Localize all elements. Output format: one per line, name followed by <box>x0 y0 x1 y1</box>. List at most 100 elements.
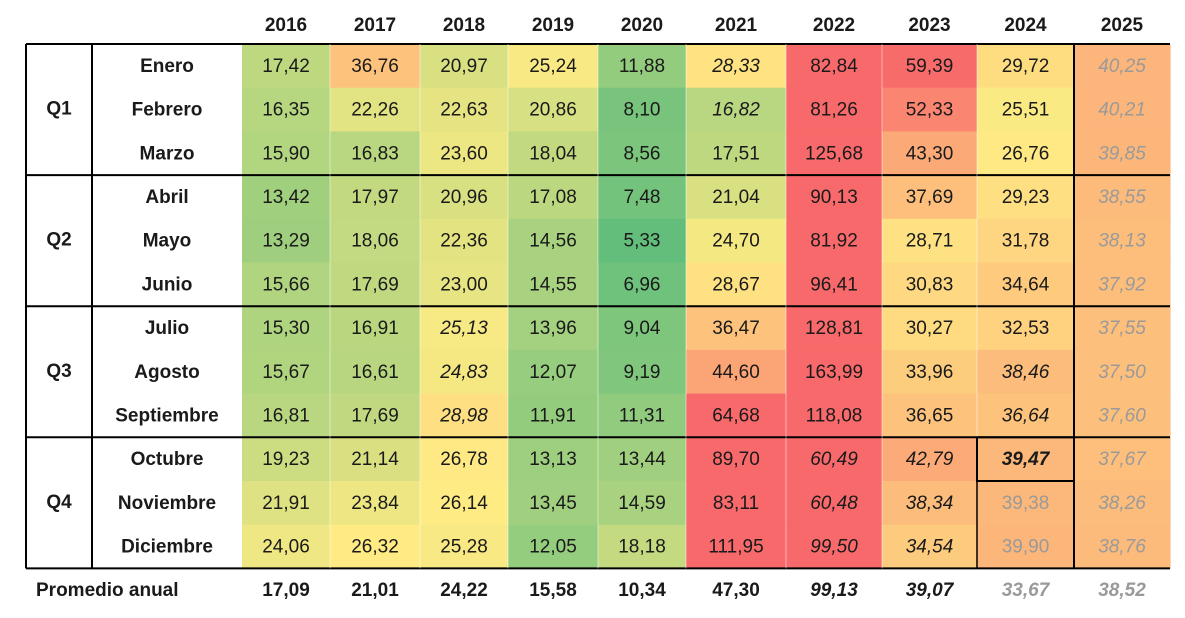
footer-label: Promedio anual <box>36 580 179 601</box>
heatmap-cell <box>1074 393 1171 438</box>
cell-value: 34,54 <box>906 537 954 558</box>
heatmap-cell <box>242 44 331 89</box>
heatmap-cell <box>598 131 687 176</box>
heatmap-cell <box>598 175 687 220</box>
cell-value: 38,13 <box>1098 231 1146 252</box>
cell-value: 37,50 <box>1098 362 1146 383</box>
heatmap-cell <box>242 349 331 395</box>
cell-value: 23,84 <box>351 493 399 514</box>
cell-value: 17,42 <box>262 56 310 77</box>
footer-value: 33,67 <box>1002 580 1051 601</box>
heatmap-cell <box>508 393 599 438</box>
month-label: Febrero <box>132 100 203 121</box>
cell-value: 89,70 <box>712 449 760 470</box>
cell-value: 11,88 <box>619 56 665 77</box>
cell-value: 13,45 <box>529 493 577 514</box>
cell-value: 25,51 <box>1002 100 1050 121</box>
cell-value: 83,11 <box>713 493 759 514</box>
cell-value: 20,97 <box>440 56 488 77</box>
cell-value: 24,06 <box>262 537 310 558</box>
heatmap-cell <box>330 44 421 89</box>
cell-value: 118,08 <box>806 405 863 426</box>
heatmap-cell <box>882 306 978 351</box>
cell-value: 90,13 <box>810 187 858 208</box>
quarter-label-Q2: Q2 <box>46 230 71 251</box>
cell-value: 29,72 <box>1002 56 1050 77</box>
cell-value: 13,44 <box>618 449 666 470</box>
heatmap-cell <box>598 262 687 307</box>
heatmap-cell <box>330 218 421 264</box>
heatmap-cell <box>882 131 978 176</box>
cell-value: 43,30 <box>906 143 954 164</box>
heatmap-cell <box>242 393 331 438</box>
cell-value: 18,06 <box>351 231 399 252</box>
heatmap-cell <box>420 524 509 569</box>
cell-value: 13,42 <box>262 187 310 208</box>
cell-value: 39,85 <box>1098 143 1146 164</box>
cell-value: 24,83 <box>439 362 488 383</box>
cell-value: 17,69 <box>351 274 399 295</box>
cell-value: 59,39 <box>906 56 954 77</box>
cell-value: 81,26 <box>810 100 858 121</box>
footer-value: 10,34 <box>618 580 666 601</box>
cell-value: 37,55 <box>1098 318 1146 339</box>
cell-value: 16,61 <box>351 362 399 383</box>
heatmap-cell <box>420 306 509 351</box>
cell-value: 12,07 <box>529 362 577 383</box>
heatmap-cell <box>977 87 1075 132</box>
heatmap-cell <box>977 524 1075 569</box>
heatmap-cell <box>330 262 421 307</box>
column-header-2017: 2017 <box>354 15 396 36</box>
cell-value: 22,26 <box>351 100 399 121</box>
cell-value: 11,31 <box>619 405 665 426</box>
cell-value: 38,76 <box>1098 537 1146 558</box>
heatmap-cell <box>598 218 687 264</box>
cell-value: 30,83 <box>906 274 954 295</box>
month-label: Enero <box>140 56 194 77</box>
heatmap-cell <box>977 262 1075 307</box>
column-header-2016: 2016 <box>265 15 307 36</box>
cell-value: 20,86 <box>529 100 577 121</box>
heatmap-cell <box>420 437 509 482</box>
heatmap-cell <box>786 349 883 395</box>
heatmap-cell <box>598 87 687 132</box>
heatmap-cell <box>882 87 978 132</box>
heatmap-cell <box>420 131 509 176</box>
cell-value: 17,97 <box>351 187 399 208</box>
cell-value: 18,18 <box>618 537 666 558</box>
heatmap-cell <box>242 524 331 569</box>
cell-value: 9,04 <box>624 318 661 339</box>
cell-value: 26,76 <box>1002 143 1050 164</box>
column-header-2024: 2024 <box>1004 15 1047 36</box>
heatmap-cell <box>242 437 331 482</box>
cell-value: 25,28 <box>440 537 488 558</box>
cell-value: 15,90 <box>262 143 310 164</box>
heatmap-cell <box>242 306 331 351</box>
heatmap-cell <box>786 437 883 482</box>
cell-value: 82,84 <box>810 56 858 77</box>
heatmap-cell <box>686 349 787 395</box>
column-header-2022: 2022 <box>813 15 855 36</box>
cell-value: 26,78 <box>440 449 488 470</box>
cell-value: 19,23 <box>262 449 310 470</box>
heatmap-cell <box>686 437 787 482</box>
cell-value: 16,81 <box>262 405 310 426</box>
cell-value: 16,35 <box>262 100 310 121</box>
cell-value: 25,24 <box>529 56 577 77</box>
heatmap-cell <box>686 481 787 526</box>
cell-value: 44,60 <box>712 362 760 383</box>
heatmap-cell <box>598 393 687 438</box>
cell-value: 28,67 <box>712 274 760 295</box>
cell-value: 39,90 <box>1002 537 1050 558</box>
heatmap-cell <box>598 524 687 569</box>
cell-value: 38,46 <box>1002 362 1050 383</box>
heatmap-cell <box>508 131 599 176</box>
month-label: Diciembre <box>121 537 213 558</box>
cell-value: 22,36 <box>440 231 488 252</box>
cell-value: 37,67 <box>1098 449 1147 470</box>
cell-value: 33,96 <box>906 362 954 383</box>
heatmap-cell <box>330 437 421 482</box>
heatmap-cell <box>882 262 978 307</box>
cell-value: 37,69 <box>906 187 954 208</box>
